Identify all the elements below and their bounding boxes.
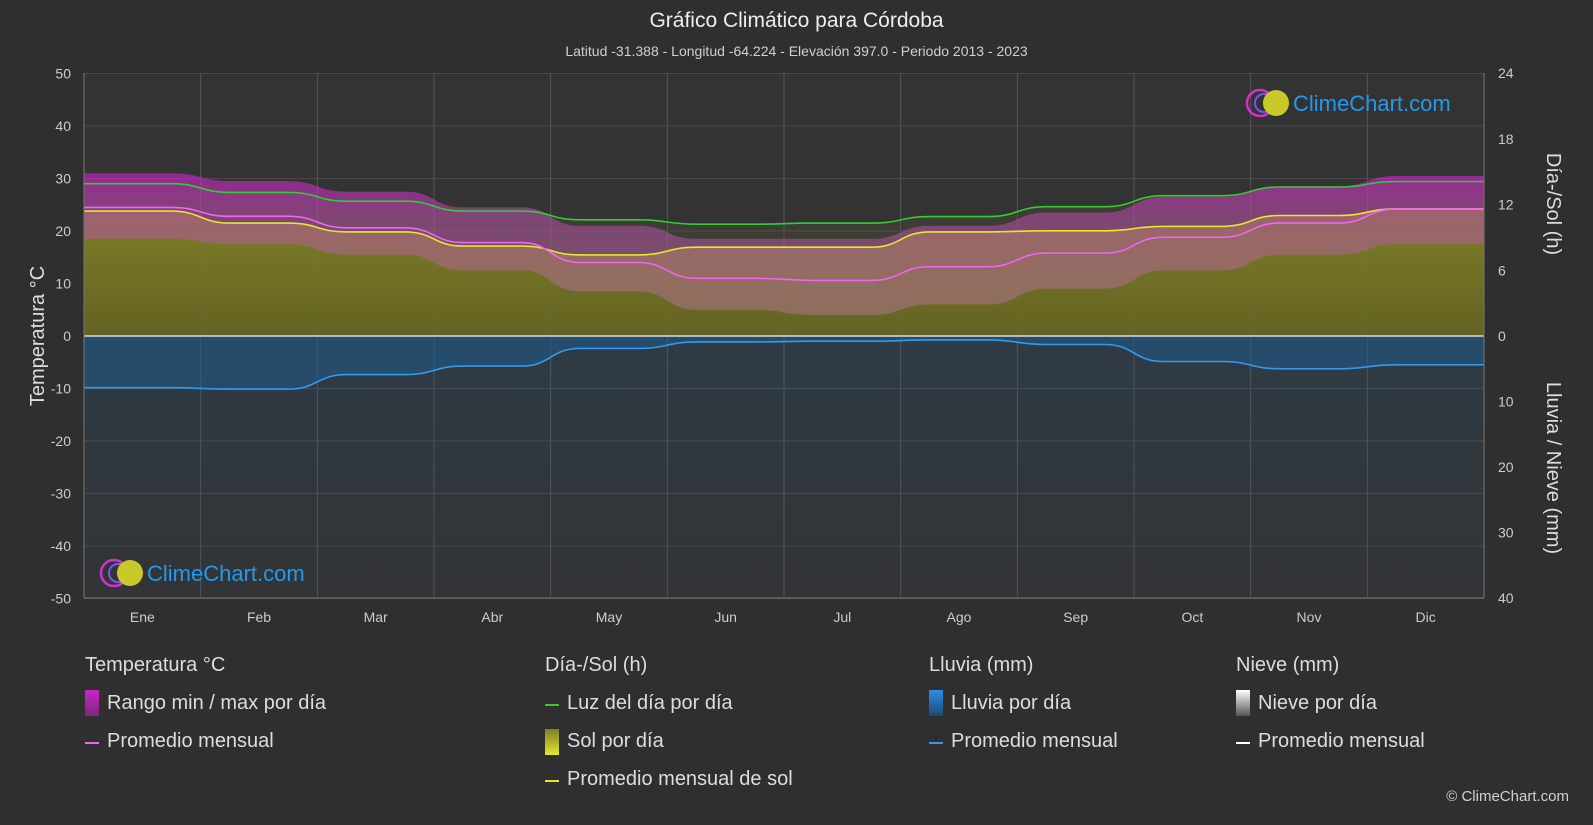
month-label: Jun (714, 609, 737, 625)
month-label: Feb (247, 609, 271, 625)
month-label: Ene (130, 609, 155, 625)
left-tick-label: 20 (55, 223, 71, 239)
legend-rain-title: Lluvia (mm) (929, 654, 1034, 676)
right-tick-label-mm: 10 (1498, 394, 1514, 410)
month-label: Sep (1063, 609, 1088, 625)
right-tick-label-hours: 6 (1498, 262, 1506, 278)
chart-lines (84, 180, 1484, 390)
logo-text: ClimeChart.com (1293, 91, 1451, 116)
right-bottom-axis-label: Lluvia / Nieve (mm) (1542, 382, 1564, 554)
chart-title: Gráfico Climático para Córdoba (649, 9, 944, 32)
rain-daily-haze (84, 336, 1484, 598)
legend-sun-title: Día-/Sol (h) (545, 654, 648, 676)
rain-swatch (929, 690, 943, 716)
sun-swatch (545, 729, 559, 755)
left-axis-label: Temperatura °C (27, 266, 49, 406)
logo-sun-icon (117, 560, 143, 586)
legend-snow-avg: Promedio mensual (1258, 730, 1425, 752)
month-label: Ago (947, 609, 972, 625)
month-label: Abr (481, 609, 503, 625)
legend-sun: Sol por día (567, 730, 664, 752)
chart-areas (84, 173, 1484, 598)
daylight-line (84, 180, 1484, 225)
legend-rain: Lluvia por día (951, 692, 1072, 714)
right-tick-label-hours: 0 (1498, 328, 1506, 344)
climate-chart: 50 40 30 20 10 0 -10 -20 -30 -40 -50 24 18 12 6 0 10 20 3… (27, 65, 1564, 625)
right-tick-label-hours: 18 (1498, 131, 1514, 147)
right-tick-label-mm: 20 (1498, 459, 1514, 475)
legend-temp-range: Rango min / max por día (107, 692, 326, 714)
snow-avg-swatch (1236, 742, 1250, 744)
temperature-avg-line (84, 206, 1484, 282)
legend-rain-avg: Promedio mensual (951, 730, 1118, 752)
right-tick-label-mm: 30 (1498, 525, 1514, 541)
left-tick-label: -40 (51, 538, 71, 554)
temperature-range-area (84, 173, 1484, 315)
month-label: Nov (1297, 609, 1322, 625)
right-axis-ticks: 24 18 12 6 0 10 20 30 40 (1498, 65, 1514, 606)
legend-temp-avg: Promedio mensual (107, 730, 274, 752)
left-tick-label: 30 (55, 171, 71, 187)
month-label: Jul (833, 609, 851, 625)
axis-labels: Temperatura °C Día-/Sol (h) Lluvia / Nie… (27, 153, 1564, 554)
month-ticks: Ene Feb Mar Abr May Jun Jul Ago Sep Oct Nov Dic (130, 609, 1436, 625)
left-tick-label: -20 (51, 433, 71, 449)
right-tick-label-hours: 24 (1498, 65, 1514, 81)
rain-avg-swatch (929, 742, 943, 744)
snow-swatch (1236, 690, 1250, 716)
brand-logo-top[interactable]: ClimeChart.com (1245, 88, 1451, 118)
month-label: May (596, 609, 622, 625)
legend-snow: Nieve por día (1258, 692, 1377, 714)
left-tick-label: 50 (55, 66, 71, 82)
left-axis-ticks: 50 40 30 20 10 0 -10 -20 -30 -40 -50 (51, 66, 71, 607)
right-tick-label-mm: 40 (1498, 590, 1514, 606)
legend-sun-avg: Promedio mensual de sol (567, 768, 793, 790)
legend-temperature-title: Temperatura °C (85, 654, 226, 676)
logo-text: ClimeChart.com (147, 561, 305, 586)
daylight-swatch (545, 704, 559, 706)
copyright: © ClimeChart.com (1446, 788, 1569, 805)
rain-avg-line (84, 339, 1484, 390)
right-tick-label-hours: 12 (1498, 197, 1514, 213)
left-tick-label: 0 (63, 328, 71, 344)
left-tick-label: 40 (55, 118, 71, 134)
sunshine-avg-line (84, 208, 1484, 256)
temp-range-swatch (85, 690, 99, 716)
logo-sun-icon (1263, 90, 1289, 116)
month-label: Oct (1181, 609, 1203, 625)
right-top-axis-label: Día-/Sol (h) (1542, 153, 1564, 255)
chart-subtitle: Latitud -31.388 - Longitud -64.224 - Ele… (565, 43, 1028, 59)
brand-logo-bottom[interactable]: ClimeChart.com (99, 558, 305, 588)
month-label: Dic (1416, 609, 1436, 625)
left-tick-label: -30 (51, 486, 71, 502)
month-label: Mar (364, 609, 388, 625)
chart-axes (83, 73, 1485, 599)
left-tick-label: 10 (55, 276, 71, 292)
legend-snow-title: Nieve (mm) (1236, 654, 1340, 676)
sun-avg-swatch (545, 780, 559, 782)
left-tick-label: -50 (51, 591, 71, 607)
temp-avg-swatch (85, 742, 99, 744)
left-tick-label: -10 (51, 381, 71, 397)
legend-daylight: Luz del día por día (567, 692, 733, 714)
